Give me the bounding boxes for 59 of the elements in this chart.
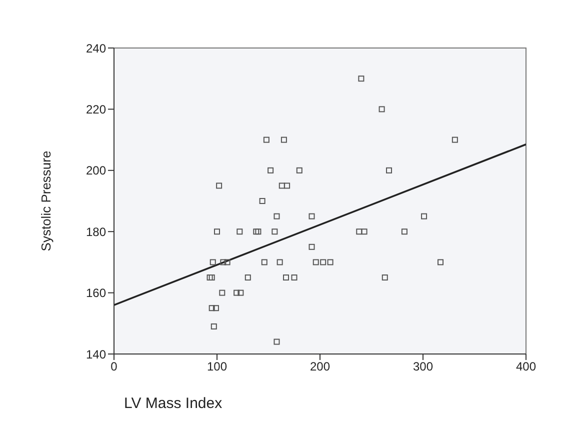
x-tick-label: 400: [516, 360, 536, 374]
point: [401, 228, 408, 235]
point: [219, 290, 226, 296]
y-tick-label: 220: [86, 102, 106, 116]
point: [236, 228, 243, 235]
point: [278, 182, 285, 189]
x-tick-label: 0: [110, 360, 118, 374]
point: [253, 228, 260, 235]
point: [268, 167, 274, 174]
point: [261, 259, 268, 266]
y-tick-label: 200: [86, 164, 106, 178]
point: [259, 198, 266, 204]
point: [361, 228, 368, 235]
y-tick-label: 240: [86, 41, 106, 56]
point: [263, 136, 270, 143]
x-axis-title: LV Mass Index: [124, 395, 223, 412]
point: [214, 228, 220, 235]
point: [283, 274, 290, 280]
point: [255, 228, 262, 235]
point: [452, 136, 458, 143]
point: [210, 259, 216, 266]
point: [210, 323, 217, 330]
point: [208, 274, 215, 280]
x-tick-label: 200: [310, 360, 330, 374]
point: [386, 167, 392, 174]
point: [206, 274, 213, 280]
point: [291, 274, 298, 280]
point: [272, 228, 278, 235]
point: [308, 244, 315, 250]
y-tick-label: 180: [86, 224, 106, 239]
point: [382, 274, 388, 280]
point: [308, 213, 315, 220]
y-tick-label: 140: [86, 347, 106, 362]
y-axis-title: Systolic Pressure: [38, 150, 54, 252]
point: [358, 76, 364, 82]
point: [208, 305, 215, 312]
point: [220, 259, 226, 266]
point: [224, 259, 230, 266]
y-tick-label: 160: [86, 286, 106, 300]
point: [216, 182, 222, 189]
point: [296, 167, 302, 174]
point: [244, 274, 251, 280]
point: [274, 213, 280, 220]
point: [234, 290, 240, 296]
x-tick-label: 100: [206, 360, 228, 374]
point: [274, 338, 280, 345]
point: [320, 259, 326, 266]
point: [276, 259, 283, 266]
point: [212, 305, 219, 312]
point: [238, 290, 244, 296]
point: [312, 259, 319, 266]
point: [378, 106, 385, 112]
x-tick-label: 300: [412, 360, 434, 374]
point: [438, 259, 444, 266]
point: [327, 259, 334, 266]
point: [284, 182, 290, 189]
point: [421, 213, 428, 220]
point: [356, 228, 362, 235]
point: [280, 136, 287, 143]
